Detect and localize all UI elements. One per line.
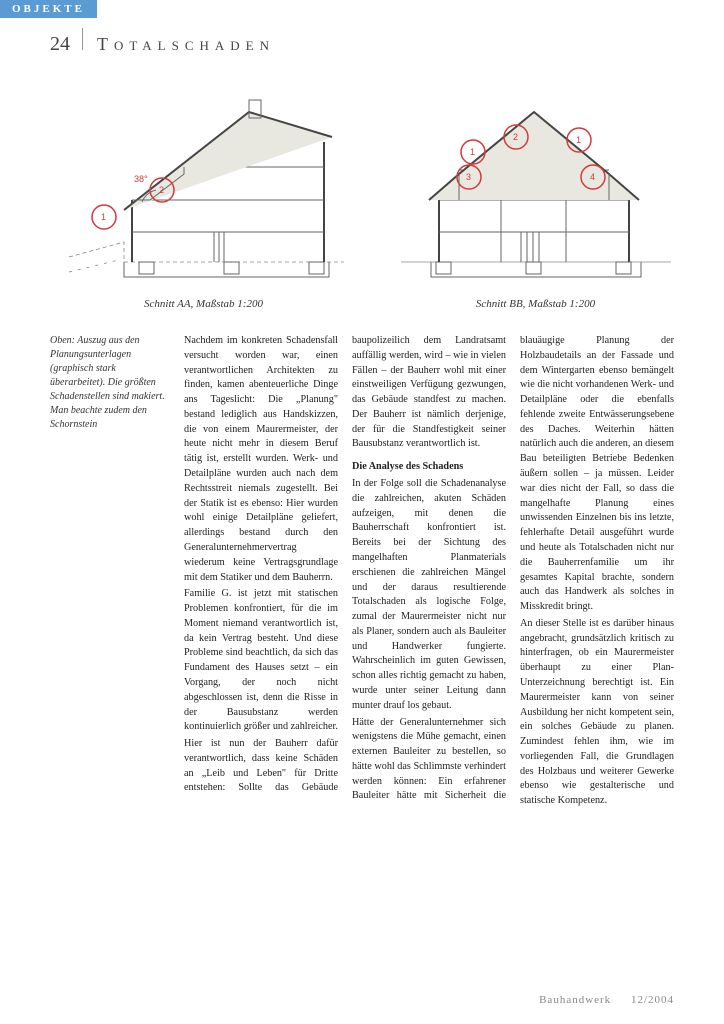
body-subhead: Die Analyse des Schadens: [352, 460, 506, 475]
content-area: Oben: Auszug aus den Planungsunterlagen …: [0, 316, 724, 809]
header-divider: [82, 28, 83, 50]
page-number: 24: [50, 33, 70, 56]
damage-label: 1: [470, 147, 475, 157]
damage-label: 1: [576, 135, 581, 145]
page-header: 24 Totalschaden: [0, 18, 724, 62]
schnitt-aa-diagram: 38° 1 2: [64, 82, 344, 292]
section-title: Totalschaden: [97, 34, 275, 55]
page-footer: Bauhandwerk 12/2004: [539, 994, 674, 1006]
damage-label: 2: [159, 185, 164, 195]
damage-label: 3: [466, 172, 471, 182]
body-p2: Familie G. ist jetzt mit statischen Prob…: [184, 587, 338, 735]
figure-left: 38° 1 2 Schnitt AA, Maßstab 1:200: [64, 82, 344, 310]
figure-left-caption: Schnitt AA, Maßstab 1:200: [64, 298, 344, 310]
body-p1: Nachdem im konkreten Schadensfall versuc…: [184, 334, 338, 585]
side-note: Oben: Auszug aus den Planungsunterlagen …: [50, 334, 170, 809]
figure-right-caption: Schnitt BB, Maßstab 1:200: [401, 298, 671, 310]
body-p6: An dieser Stelle ist es darüber hinaus a…: [520, 617, 674, 809]
figure-right: 1 2 3 4 1 Schnitt BB, Maßstab 1:200: [401, 82, 671, 310]
damage-label: 4: [590, 172, 595, 182]
damage-label: 1: [101, 212, 106, 222]
figures-row: 38° 1 2 Schnitt AA, Maßstab 1:200: [0, 62, 724, 316]
category-badge: OBJEKTE: [0, 0, 97, 18]
body-p4: In der Folge soll die Schadenanalyse die…: [352, 477, 506, 714]
damage-label: 2: [513, 132, 518, 142]
footer-issue: 12/2004: [631, 994, 674, 1006]
footer-magazine: Bauhandwerk: [539, 994, 611, 1006]
angle-label: 38°: [134, 174, 148, 184]
body-columns: Nachdem im konkreten Schadensfall versuc…: [184, 334, 674, 809]
schnitt-bb-diagram: 1 2 3 4 1: [401, 82, 671, 292]
